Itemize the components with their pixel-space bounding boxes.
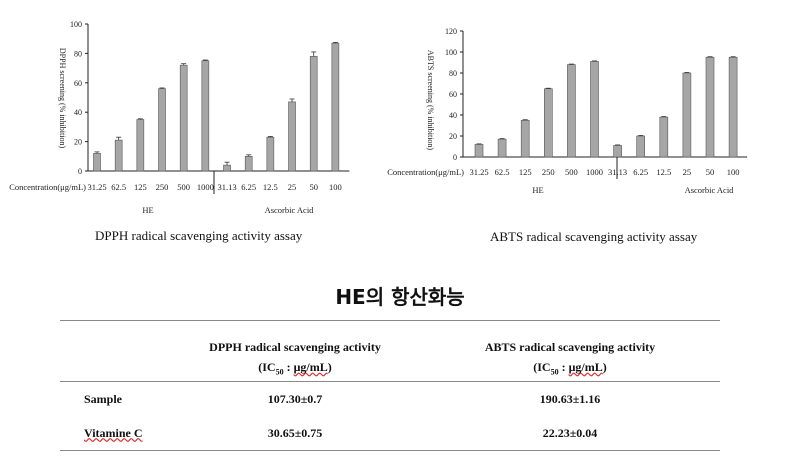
y-tick-label: 0 (453, 153, 457, 162)
x-tick-label: 1000 (586, 167, 603, 177)
bar (682, 72, 692, 158)
header-empty (60, 320, 170, 355)
y-tick-label: 100 (445, 48, 457, 57)
row-dpph-value: 107.30±0.7 (267, 391, 323, 406)
y-tick-label: 40 (74, 108, 82, 117)
abts-caption: ABTS radical scavenging activity assay (490, 229, 698, 244)
y-tick-label: 0 (78, 167, 82, 176)
y-tick-label: 80 (74, 49, 82, 58)
x-tick-label: 31.25 (469, 167, 488, 177)
group-label: Ascorbic Acid (265, 205, 315, 215)
x-axis-prefix: Concentration(μg/mL) (387, 167, 464, 177)
bar (728, 56, 738, 158)
x-tick-label: 250 (156, 182, 169, 192)
x-tick-label: 31.25 (87, 182, 106, 192)
bar (114, 139, 123, 172)
x-tick-label: 50 (309, 182, 318, 192)
y-tick-label: 20 (74, 138, 82, 147)
row-label: Vitamine C (60, 416, 170, 451)
bar (309, 56, 318, 172)
x-tick-label: 6.25 (633, 167, 648, 177)
x-tick-label: 125 (519, 167, 532, 177)
x-tick-label: 100 (727, 167, 740, 177)
y-axis-label: DPPH screening (% inhibition) (58, 48, 67, 149)
bar (497, 138, 507, 158)
row-dpph-value: 30.65±0.75 (170, 416, 420, 451)
bar (474, 144, 484, 158)
x-tick-label: 50 (706, 167, 715, 177)
bar (93, 153, 101, 172)
x-tick-label: 12.5 (656, 167, 671, 177)
bar (590, 61, 599, 158)
x-tick-label: 100 (329, 182, 342, 192)
bar (158, 88, 166, 172)
page-title: HE의 항산화능 (335, 285, 465, 309)
bar (705, 56, 715, 158)
y-axis-label: ABTS screening (% inhibition) (426, 50, 435, 151)
header-abts: ABTS radical scavenging activity (420, 320, 720, 355)
bar (136, 119, 145, 172)
abts-chart: 0 20 40 60 80 100 120 ABTS screening (% inhibit… (387, 27, 748, 195)
group-label: HE (532, 185, 543, 195)
group-label: HE (142, 205, 153, 215)
unit-dpph: (IC50 : μg/mL) (170, 355, 420, 382)
bar (659, 116, 669, 158)
bar (636, 135, 646, 158)
bar (331, 42, 340, 172)
x-tick-label: 12.5 (263, 182, 278, 192)
x-tick-label: 62.5 (111, 182, 126, 192)
bar (244, 156, 253, 172)
dpph-caption: DPPH radical scavenging activity assay (95, 228, 303, 243)
y-tick-label: 80 (449, 69, 457, 78)
y-tick-label: 60 (449, 90, 457, 99)
table-header-row: DPPH radical scavenging activity ABTS ra… (60, 320, 720, 355)
y-tick-label: 20 (449, 132, 457, 141)
row-label: Sample (84, 391, 123, 406)
y-tick-label: 120 (445, 27, 457, 36)
charts-area: 0 20 40 60 80 100 DPPH screening (% inhibition… (9, 20, 748, 215)
x-tick-label: 500 (177, 182, 190, 192)
x-tick-label: 500 (565, 167, 578, 177)
x-tick-label: 31.13 (608, 167, 627, 177)
x-tick-label: 250 (542, 167, 555, 177)
header-dpph: DPPH radical scavenging activity (170, 320, 420, 355)
y-tick-label: 40 (449, 111, 457, 120)
unit-empty (60, 355, 170, 382)
y-tick-label: 60 (74, 79, 82, 88)
row-abts-value: 22.23±0.04 (420, 416, 720, 451)
x-tick-label: 31.13 (217, 182, 236, 192)
bar (520, 119, 530, 158)
x-tick-label: 62.5 (495, 167, 510, 177)
bar (179, 64, 188, 172)
x-tick-label: 125 (134, 182, 147, 192)
table-row: Vitamine C 30.65±0.75 22.23±0.04 (60, 416, 720, 451)
x-tick-label: 1000 (197, 182, 214, 192)
row-abts-value: 190.63±1.16 (539, 391, 601, 406)
bar (543, 88, 553, 158)
unit-abts: (IC50 : μg/mL) (420, 355, 720, 382)
table-row: Sample 107.30±0.7 190.63±1.16 (60, 382, 720, 417)
ic50-table: DPPH radical scavenging activity ABTS ra… (60, 320, 720, 451)
bar (288, 101, 296, 172)
bar (223, 164, 231, 172)
bar (567, 64, 576, 158)
x-tick-label: 25 (288, 182, 297, 192)
group-label: Ascorbic Acid (685, 185, 735, 195)
y-tick-label: 100 (70, 20, 82, 29)
bar (613, 145, 622, 158)
bar (266, 136, 275, 172)
x-tick-label: 25 (683, 167, 692, 177)
table-unit-row: (IC50 : μg/mL) (IC50 : μg/mL) (60, 355, 720, 382)
bar (201, 60, 210, 172)
x-axis-prefix: Concentration(μg/mL) (9, 182, 86, 192)
x-tick-label: 6.25 (241, 182, 256, 192)
dpph-chart: 0 20 40 60 80 100 DPPH screening (% inhibition… (9, 20, 350, 215)
